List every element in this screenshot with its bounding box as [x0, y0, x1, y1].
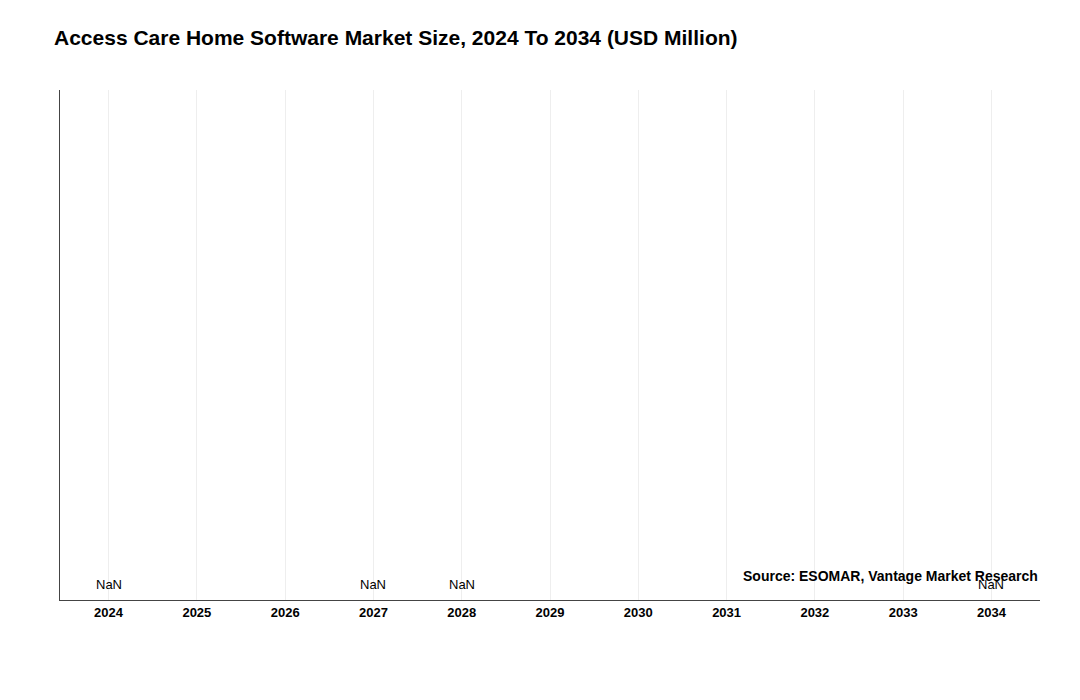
svg-text:2033: 2033: [889, 605, 918, 620]
svg-text:NaN: NaN: [360, 577, 386, 592]
svg-text:2024: 2024: [94, 605, 124, 620]
svg-text:2034: 2034: [977, 605, 1007, 620]
svg-text:2028: 2028: [447, 605, 476, 620]
svg-text:2030: 2030: [624, 605, 653, 620]
svg-text:2027: 2027: [359, 605, 388, 620]
svg-text:2025: 2025: [182, 605, 211, 620]
svg-text:NaN: NaN: [449, 577, 475, 592]
svg-text:Access Care Home Software Mark: Access Care Home Software Market Size, 2…: [54, 26, 738, 49]
svg-text:2032: 2032: [800, 605, 829, 620]
svg-text:2026: 2026: [271, 605, 300, 620]
svg-text:2029: 2029: [536, 605, 565, 620]
svg-text:Source: ESOMAR, Vantage Market: Source: ESOMAR, Vantage Market Research: [743, 568, 1038, 584]
svg-text:NaN: NaN: [96, 577, 122, 592]
svg-text:NaN: NaN: [978, 577, 1004, 592]
svg-text:2031: 2031: [712, 605, 741, 620]
